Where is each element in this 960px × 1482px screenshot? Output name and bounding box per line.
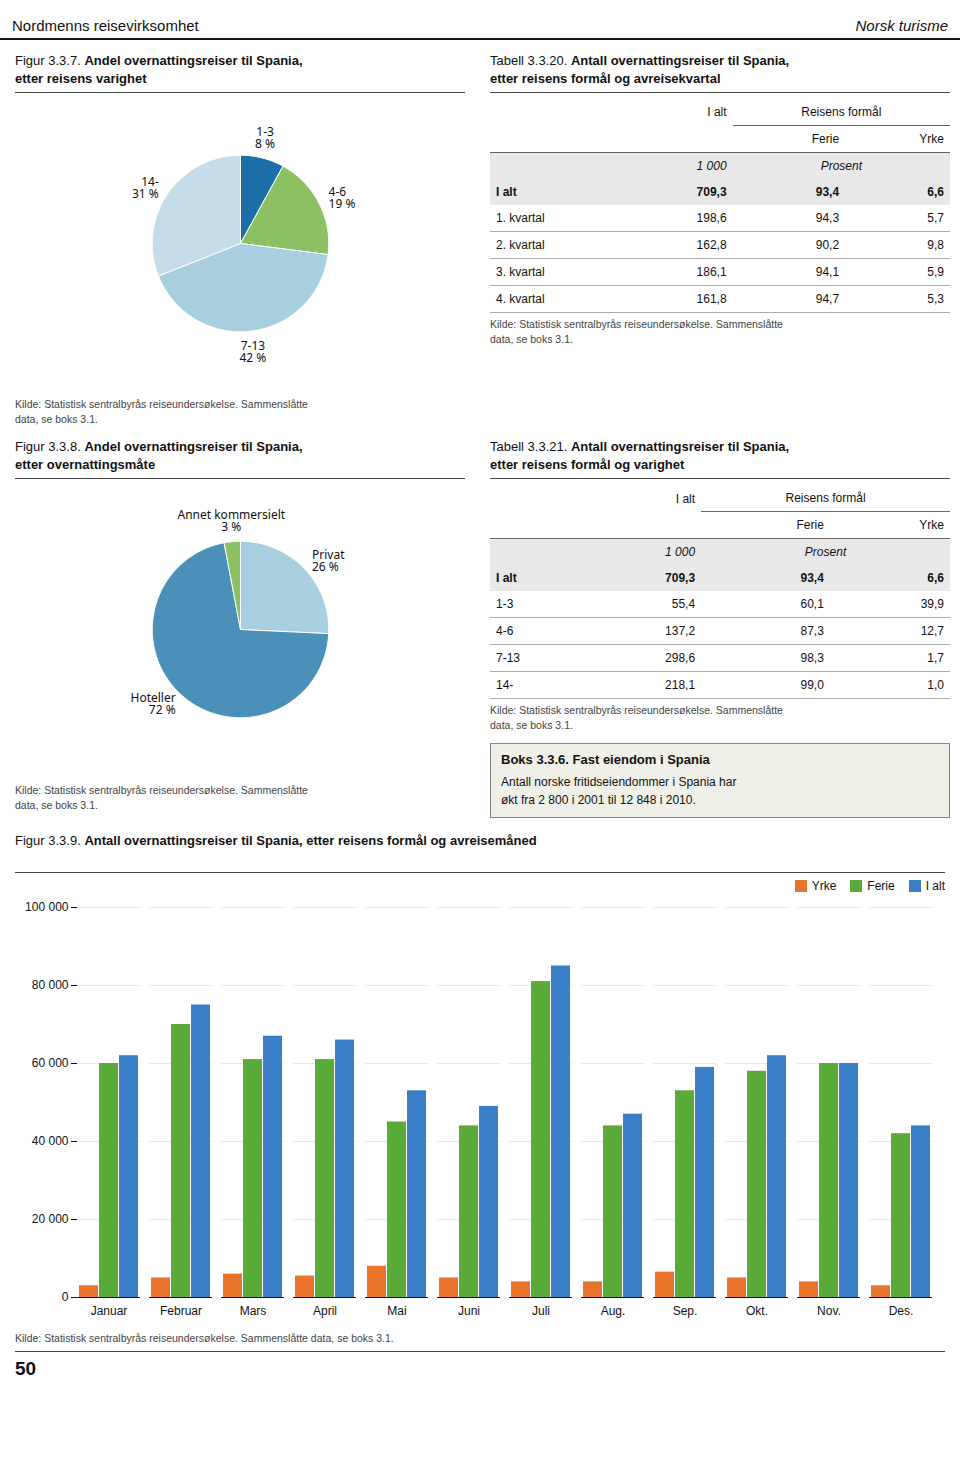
html-text:709,3: 709,3: [696, 185, 727, 199]
html-text:5,7: 5,7: [927, 211, 944, 225]
svg-text:Hoteller72 %: Hoteller72 %: [131, 689, 176, 718]
svg-text:Privat26 %: Privat26 %: [312, 546, 345, 575]
html-text:Figur 3.3.7. Andel overnatting: Figur 3.3.7. Andel overnattingsreiser ti…: [15, 53, 303, 86]
html-text:218,1: 218,1: [665, 678, 696, 693]
html-text:94,3: 94,3: [815, 211, 840, 225]
html-text:Kilde: Statistisk sentralbyrås: Kilde: Statistisk sentralbyrås reiseunde…: [15, 398, 308, 425]
svg-text:4-619 %: 4-619 %: [329, 183, 356, 212]
html-text:298,6: 298,6: [665, 651, 696, 666]
html-text:Ferie: Ferie: [796, 518, 824, 533]
html-text:94,1: 94,1: [815, 265, 840, 279]
html-text:99,0: 99,0: [800, 678, 824, 693]
html-text:39,9: 39,9: [920, 597, 944, 612]
svg-text:Juli: Juli: [532, 1304, 550, 1318]
html-text:Ferie: Ferie: [811, 132, 840, 146]
svg-text:100 000: 100 000: [25, 900, 69, 914]
svg-text:Nov.: Nov.: [817, 1304, 841, 1318]
html-text:4. kvartal: 4. kvartal: [496, 292, 545, 306]
html-text:1,0: 1,0: [927, 678, 944, 693]
html-text:Yrke: Yrke: [811, 878, 837, 893]
svg-text:40 000: 40 000: [32, 1134, 69, 1148]
html-text:Boks 3.3.6. Fast eiendom i Spa: Boks 3.3.6. Fast eiendom i Spania: [501, 751, 710, 767]
html-text:6,6: 6,6: [927, 185, 944, 199]
html-text:1. kvartal: 1. kvartal: [496, 211, 545, 225]
html-text:I alt: I alt: [496, 185, 517, 199]
html-text:Reisens formål: Reisens formål: [801, 105, 882, 119]
html-text:Tabell 3.3.20. Antall overnatt: Tabell 3.3.20. Antall overnattingsreiser…: [490, 53, 790, 86]
svg-text:20 000: 20 000: [32, 1212, 69, 1226]
html-text:Prosent: Prosent: [820, 159, 862, 173]
html-text:I alt: I alt: [925, 878, 945, 893]
svg-text:1-38 %: 1-38 %: [255, 123, 275, 152]
html-text:6,6: 6,6: [927, 571, 944, 586]
html-text:137,2: 137,2: [665, 624, 696, 639]
html-text:186,1: 186,1: [696, 265, 727, 279]
html-text:1 000: 1 000: [696, 159, 727, 173]
html-text:93,4: 93,4: [800, 571, 824, 586]
svg-text:7-1342 %: 7-1342 %: [239, 337, 266, 366]
html-text:Norsk turisme: Norsk turisme: [855, 17, 948, 34]
html-text:Nordmenns reisevirksomhet: Nordmenns reisevirksomhet: [12, 17, 199, 34]
html-text:Antall norske fritidseiendomme: Antall norske fritidseiendommer i Spania…: [501, 774, 737, 807]
svg-text:Aug.: Aug.: [601, 1304, 626, 1318]
html-text:Yrke: Yrke: [919, 518, 944, 533]
html-text:3. kvartal: 3. kvartal: [496, 265, 545, 279]
html-text:Figur 3.3.9. Antall overnattin: Figur 3.3.9. Antall overnattingsreiser t…: [15, 832, 537, 848]
html-text:12,7: 12,7: [920, 624, 944, 639]
html-text:Yrke: Yrke: [919, 132, 944, 146]
html-text:90,2: 90,2: [815, 238, 840, 252]
html-text:Ferie: Ferie: [867, 878, 895, 893]
html-text:1-3: 1-3: [496, 597, 514, 612]
html-text:161,8: 161,8: [696, 292, 727, 306]
html-text:198,6: 198,6: [696, 211, 727, 225]
svg-text:Okt.: Okt.: [746, 1304, 768, 1318]
html-text:1 000: 1 000: [665, 545, 696, 560]
svg-text:Des.: Des.: [889, 1304, 914, 1318]
html-text:Kilde: Statistisk sentralbyrås: Kilde: Statistisk sentralbyrås reiseunde…: [490, 704, 783, 732]
svg-text:Mars: Mars: [240, 1304, 267, 1318]
svg-text:14-31 %: 14-31 %: [132, 173, 159, 202]
html-text:98,3: 98,3: [800, 651, 824, 666]
html-text:94,7: 94,7: [815, 292, 840, 306]
html-text:5,3: 5,3: [927, 292, 944, 306]
html-text:Prosent: Prosent: [804, 545, 847, 560]
html-text:9,8: 9,8: [927, 238, 944, 252]
html-text:60,1: 60,1: [800, 597, 824, 612]
html-text:50: 50: [15, 1358, 37, 1380]
html-text:Figur 3.3.8. Andel overnatting: Figur 3.3.8. Andel overnattingsreiser ti…: [15, 439, 303, 472]
html-text:4-6: 4-6: [496, 624, 514, 639]
html-text:Kilde: Statistisk sentralbyrås: Kilde: Statistisk sentralbyrås reiseunde…: [15, 784, 308, 812]
html-text:87,3: 87,3: [800, 624, 824, 639]
html-text:Kilde: Statistisk sentralbyrås: Kilde: Statistisk sentralbyrås reiseunde…: [490, 318, 783, 345]
svg-text:April: April: [313, 1304, 337, 1318]
html-text:93,4: 93,4: [815, 185, 840, 199]
html-text:5,9: 5,9: [927, 265, 944, 279]
html-text:7-13: 7-13: [496, 651, 520, 666]
svg-text:Februar: Februar: [160, 1304, 202, 1318]
html-text:162,8: 162,8: [696, 238, 727, 252]
html-text:Tabell 3.3.21. Antall overnatt: Tabell 3.3.21. Antall overnattingsreiser…: [490, 439, 790, 472]
svg-text:Mai: Mai: [387, 1304, 406, 1318]
html-text:2. kvartal: 2. kvartal: [496, 238, 545, 252]
html-text:I alt: I alt: [675, 491, 696, 506]
html-text:Kilde: Statistisk sentralbyrås: Kilde: Statistisk sentralbyrås reiseunde…: [15, 1331, 394, 1344]
svg-text:Sep.: Sep.: [673, 1304, 698, 1318]
html-text:709,3: 709,3: [665, 571, 696, 586]
html-text:1,7: 1,7: [927, 651, 944, 666]
html-text:55,4: 55,4: [671, 597, 696, 612]
svg-text:80 000: 80 000: [32, 978, 69, 992]
html-text:Reisens formål: Reisens formål: [785, 491, 866, 506]
svg-text:Januar: Januar: [91, 1304, 128, 1318]
html-text:14-: 14-: [496, 678, 514, 693]
svg-text:60 000: 60 000: [32, 1056, 69, 1070]
html-text:I alt: I alt: [707, 105, 727, 120]
svg-text:0: 0: [62, 1290, 69, 1304]
svg-text:Annet kommersielt3 %: Annet kommersielt3 %: [177, 506, 285, 535]
svg-text:Juni: Juni: [458, 1304, 480, 1318]
html-text:I alt: I alt: [496, 571, 517, 586]
